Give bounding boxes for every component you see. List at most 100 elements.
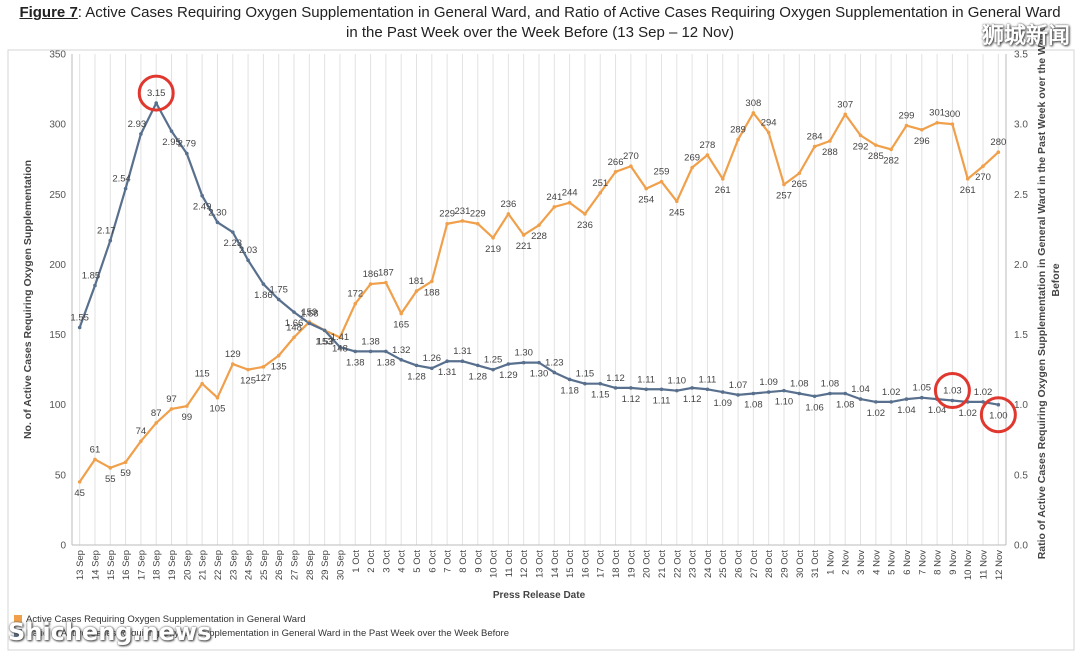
y-tick-right-label: 2.5	[1014, 190, 1028, 201]
data-label-cases: 282	[883, 155, 899, 166]
x-tick-label: 6 Nov	[902, 550, 913, 575]
data-point-cases	[766, 130, 771, 135]
x-tick-label: 10 Oct	[489, 550, 500, 578]
data-point-ratio	[169, 129, 174, 133]
data-label-ratio: 1.15	[591, 390, 610, 401]
data-point-cases	[537, 223, 541, 227]
x-tick-label: 8 Oct	[458, 550, 469, 573]
x-tick-label: 18 Oct	[611, 550, 622, 578]
data-label-cases: 251	[592, 178, 608, 189]
data-point-cases	[185, 404, 189, 408]
data-point-cases	[384, 280, 388, 285]
x-tick-label: 5 Nov	[887, 550, 898, 575]
data-point-cases	[797, 171, 802, 176]
data-point-cases	[475, 221, 480, 226]
y-tick-right-label: 3.5	[1014, 50, 1028, 61]
y-tick-right-label: 0.0	[1014, 541, 1028, 552]
x-tick-label: 31 Oct	[810, 550, 821, 578]
x-tick-label: 4 Nov	[871, 550, 882, 575]
data-point-ratio	[705, 387, 710, 392]
data-label-cases: 269	[684, 153, 700, 164]
data-label-ratio: 1.30	[530, 369, 549, 380]
data-label-ratio: 1.53	[315, 336, 334, 347]
data-point-ratio	[644, 387, 648, 392]
x-tick-label: 7 Oct	[443, 550, 454, 573]
data-label-cases: 99	[182, 412, 193, 423]
data-point-ratio	[399, 358, 403, 362]
x-tick-label: 27 Sep	[290, 550, 301, 580]
data-point-ratio	[154, 101, 159, 105]
data-label-ratio: 1.06	[805, 402, 824, 413]
x-tick-label: 24 Sep	[244, 550, 255, 580]
x-tick-label: 15 Oct	[565, 550, 576, 578]
data-point-ratio	[537, 360, 541, 365]
data-point-cases	[705, 153, 710, 157]
x-tick-label: 28 Oct	[764, 550, 775, 578]
data-point-ratio	[629, 386, 633, 390]
data-point-cases	[996, 150, 1001, 154]
x-tick-label: 9 Oct	[473, 550, 484, 573]
data-label-ratio: 1.11	[637, 374, 655, 385]
data-label-cases: 296	[914, 136, 930, 147]
data-point-cases	[583, 212, 587, 216]
watermark-top: 狮城新闻	[981, 24, 1070, 49]
y-axis-right-title-line-2: Before	[1050, 263, 1062, 296]
data-point-cases	[276, 353, 281, 358]
data-label-cases: 301	[929, 108, 945, 119]
x-tick-label: 4 Oct	[397, 550, 408, 573]
y-tick-right-label: 1.5	[1014, 330, 1028, 341]
data-label-cases: 59	[120, 468, 131, 479]
data-point-ratio	[766, 390, 771, 394]
data-label-cases: 74	[136, 426, 147, 437]
legend-swatch-cases	[14, 615, 22, 624]
data-label-ratio: 1.05	[913, 383, 932, 394]
data-point-cases	[292, 335, 296, 340]
y-tick-left-label: 200	[49, 260, 66, 271]
data-point-ratio	[889, 400, 893, 404]
data-label-ratio: 1.30	[514, 348, 533, 359]
data-label-ratio: 1.00	[989, 411, 1008, 422]
figure-label: Figure 7	[19, 4, 78, 21]
x-tick-label: 19 Sep	[167, 550, 178, 580]
x-tick-label: 22 Sep	[213, 550, 224, 580]
data-label-ratio: 1.32	[392, 345, 411, 356]
x-tick-label: 19 Oct	[626, 550, 637, 578]
data-point-cases	[430, 279, 434, 284]
data-label-ratio: 1.12	[622, 394, 641, 405]
data-point-ratio	[904, 397, 909, 401]
data-point-cases	[200, 381, 204, 386]
data-point-ratio	[230, 230, 235, 234]
data-point-ratio	[567, 377, 572, 382]
x-tick-label: 26 Oct	[734, 550, 745, 578]
data-label-cases: 125	[240, 376, 256, 387]
data-label-ratio: 1.55	[70, 313, 89, 324]
data-label-ratio: 1.08	[821, 378, 840, 389]
x-tick-label: 25 Sep	[259, 550, 270, 580]
data-label-ratio: 3.15	[147, 88, 166, 99]
data-point-ratio	[414, 363, 419, 368]
data-point-cases	[889, 147, 893, 152]
data-label-cases: 265	[791, 179, 807, 190]
x-tick-label: 2 Oct	[366, 550, 377, 573]
data-label-cases: 231	[455, 206, 471, 217]
data-label-cases: 280	[990, 137, 1006, 148]
data-label-ratio: 1.12	[683, 394, 702, 405]
data-label-cases: 288	[822, 147, 838, 158]
data-label-cases: 105	[210, 404, 226, 415]
data-label-cases: 159	[301, 307, 317, 318]
data-label-ratio: 1.28	[469, 371, 488, 382]
data-point-ratio	[797, 391, 802, 396]
data-label-ratio: 2.23	[224, 238, 243, 249]
data-point-ratio	[384, 349, 388, 354]
legend-item-ratio: Ratio of Active Cases Requiring Oxygen S…	[14, 628, 509, 639]
data-label-cases: 135	[271, 362, 287, 373]
data-label-ratio: 1.02	[958, 408, 977, 419]
data-point-cases	[215, 395, 220, 400]
data-label-ratio: 1.26	[423, 353, 442, 364]
data-point-ratio	[215, 220, 220, 225]
data-point-ratio	[874, 400, 878, 404]
data-point-ratio	[828, 391, 832, 396]
data-label-cases: 236	[577, 220, 593, 231]
data-label-ratio: 2.93	[128, 119, 147, 130]
